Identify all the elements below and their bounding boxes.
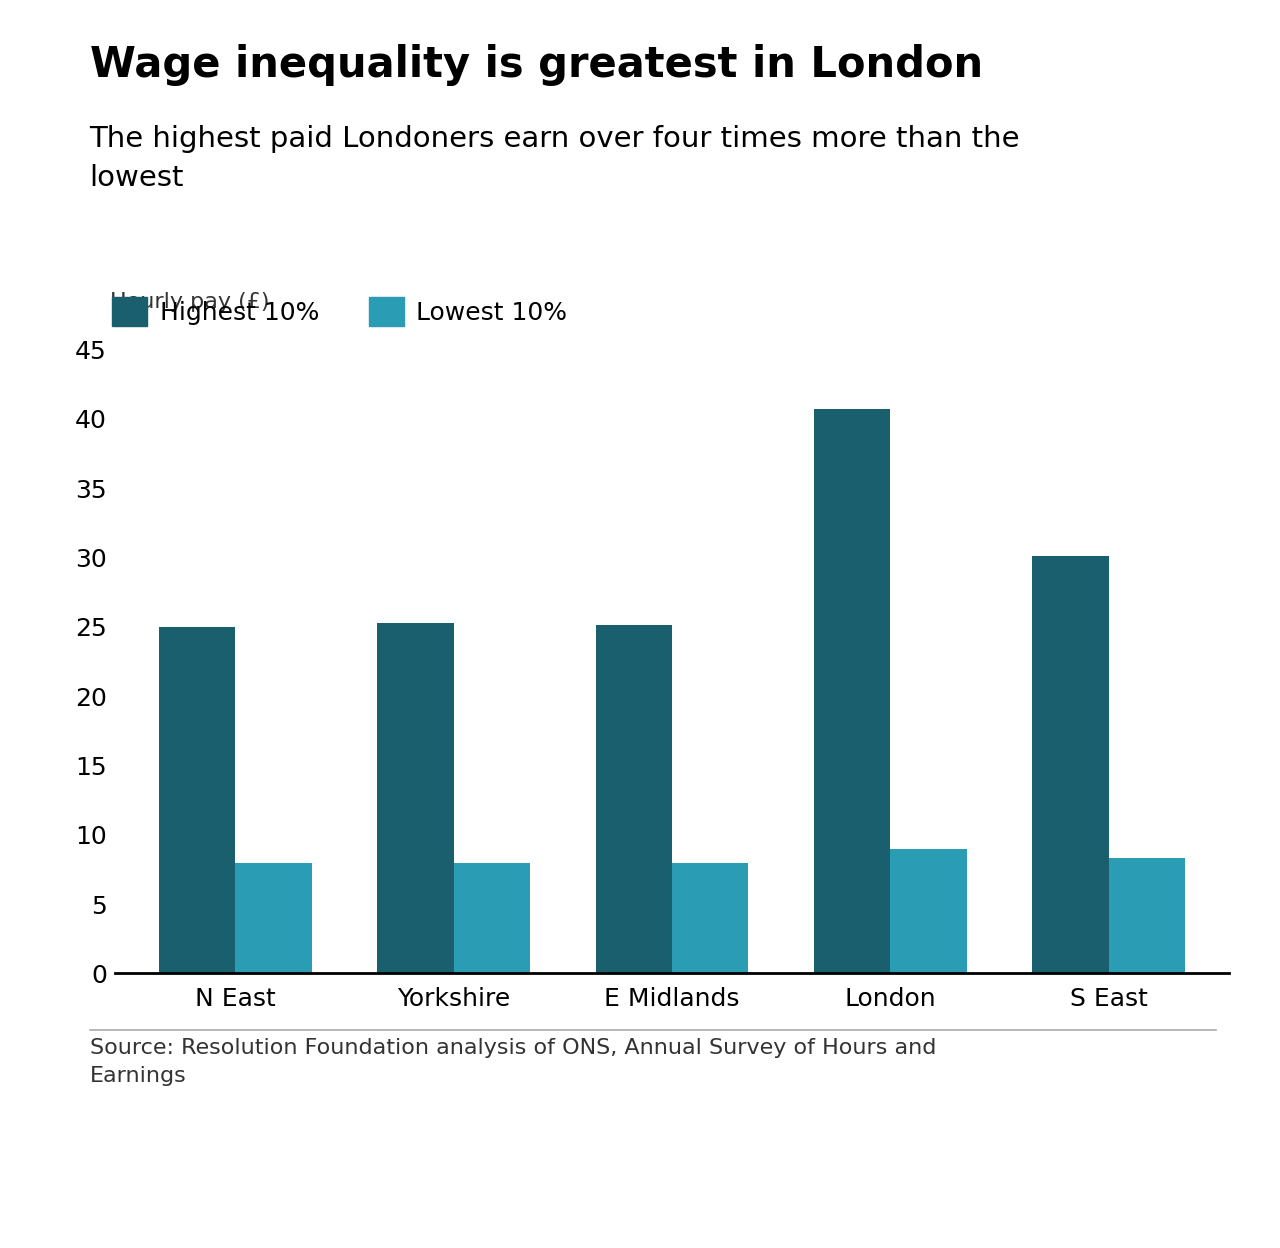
Bar (595, 625, 672, 973)
Text: Wage inequality is greatest in London: Wage inequality is greatest in London (90, 44, 983, 86)
Bar (672, 862, 749, 973)
Bar (891, 849, 966, 973)
Bar (378, 623, 453, 973)
Text: The highest paid Londoners earn over four times more than the
lowest: The highest paid Londoners earn over fou… (90, 125, 1020, 192)
Text: Hourly pay (£): Hourly pay (£) (110, 292, 269, 312)
Text: BBC: BBC (1114, 1090, 1158, 1109)
Bar (1108, 859, 1185, 973)
Bar (236, 862, 312, 973)
Bar (159, 626, 236, 973)
Legend: Highest 10%, Lowest 10%: Highest 10%, Lowest 10% (102, 287, 577, 336)
Bar (1032, 557, 1108, 973)
Bar (814, 409, 891, 973)
Bar (453, 862, 530, 973)
Text: Source: Resolution Foundation analysis of ONS, Annual Survey of Hours and
Earnin: Source: Resolution Foundation analysis o… (90, 1038, 936, 1086)
